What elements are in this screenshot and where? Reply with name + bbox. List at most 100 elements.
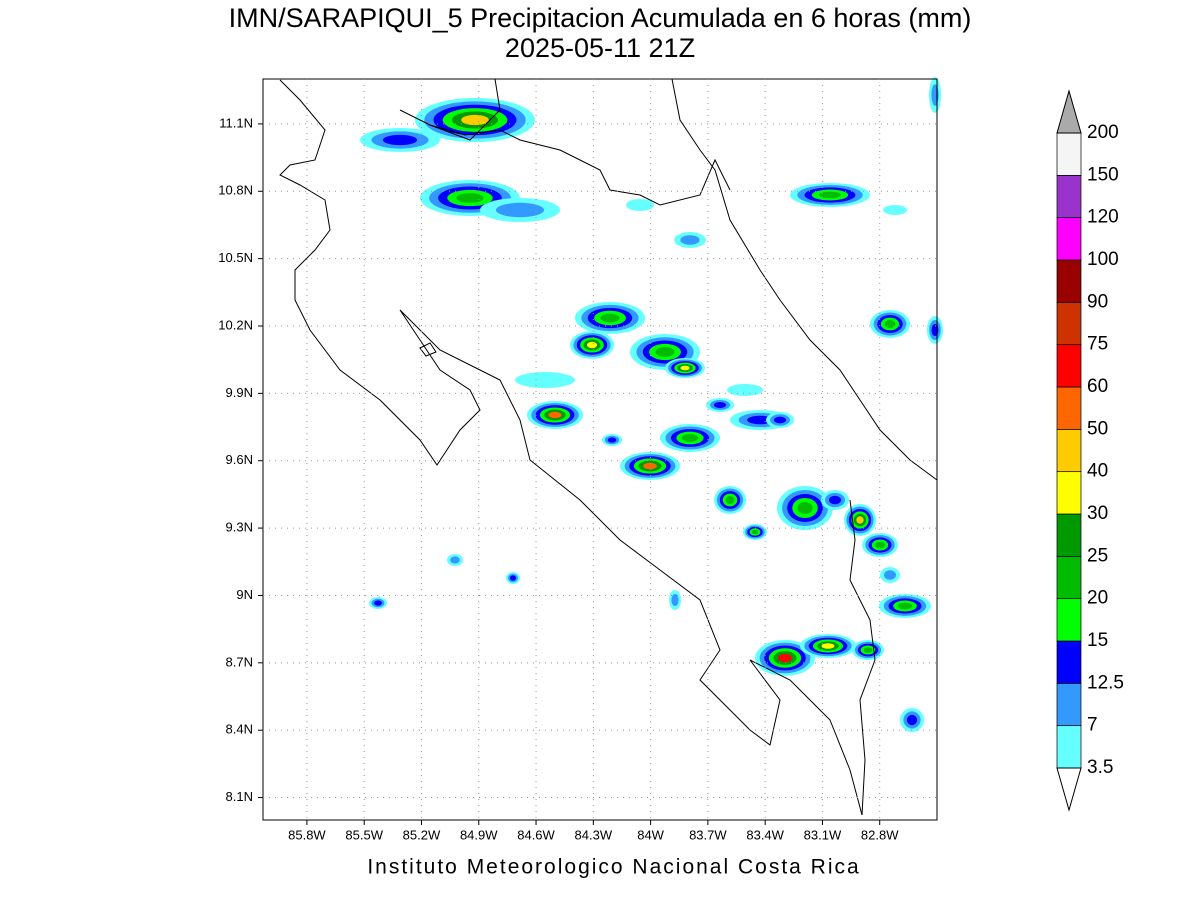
- x-tick-label: 84.3W: [575, 827, 613, 842]
- y-tick-label: 8.1N: [226, 789, 253, 804]
- rain-cell: [515, 372, 575, 388]
- rain-cell: [884, 570, 896, 580]
- colorbar-label: 100: [1087, 249, 1119, 270]
- colorbar-label: 40: [1087, 461, 1108, 482]
- x-tick-label: 84.9W: [460, 827, 498, 842]
- lake-nicaragua: [399, 78, 501, 141]
- x-tick-label: 82.8W: [861, 827, 899, 842]
- rain-cell: [374, 600, 382, 606]
- rain-cell: [681, 434, 699, 442]
- pacific-coast: [279, 79, 863, 816]
- colorbar-label: 20: [1087, 588, 1108, 609]
- map-frame: [262, 78, 938, 821]
- colorbar-band: [1056, 386, 1082, 430]
- coastlines: [279, 78, 938, 816]
- colorbar-label: 12.5: [1087, 672, 1124, 693]
- y-tick-label: 8.4N: [226, 722, 253, 737]
- colorbar-band: [1056, 132, 1082, 176]
- x-tick-label: 83.4W: [746, 827, 784, 842]
- rain-cell: [819, 191, 841, 199]
- x-tick-label: 85.8W: [288, 827, 326, 842]
- y-tick-label: 9.6N: [226, 452, 253, 467]
- y-tick-label: 8.7N: [226, 654, 253, 669]
- rain-cell: [931, 84, 939, 106]
- rain-cell: [680, 235, 700, 245]
- nicaragua-border: [429, 124, 731, 206]
- colorbar-label: 7: [1087, 715, 1098, 736]
- colorbar-band: [1056, 301, 1082, 346]
- colorbar-label: 90: [1087, 291, 1108, 312]
- rain-cell: [884, 320, 896, 328]
- panama-border: [849, 499, 876, 816]
- rain-cell: [883, 205, 907, 215]
- colorbar-under: [1056, 767, 1082, 812]
- colorbar-band: [1056, 344, 1082, 388]
- rain-cell: [856, 516, 864, 524]
- precipitation-field: [360, 77, 943, 732]
- y-tick-label: 9N: [236, 587, 253, 602]
- rain-cell: [680, 365, 690, 371]
- colorbar-label: 200: [1087, 122, 1119, 143]
- colorbar-label: 60: [1087, 376, 1108, 397]
- y-tick-label: 9.9N: [226, 385, 253, 400]
- colorbar-label: 25: [1087, 545, 1108, 566]
- y-tick-label: 10.5N: [218, 250, 253, 265]
- rain-cell: [548, 411, 562, 419]
- rain-cell: [714, 402, 726, 408]
- rain-cell: [510, 575, 516, 581]
- rain-cell: [496, 202, 544, 218]
- rain-cell: [600, 313, 620, 323]
- colorbar-band: [1056, 259, 1082, 303]
- rain-cell: [863, 647, 873, 653]
- y-tick-label: 10.8N: [218, 183, 253, 198]
- x-tick-label: 83.1W: [804, 827, 842, 842]
- x-tick-label: 84.6W: [517, 827, 555, 842]
- rain-cell: [897, 602, 913, 610]
- y-tick-label: 9.3N: [226, 520, 253, 535]
- rain-cell: [607, 437, 617, 443]
- colorbar-label: 15: [1087, 630, 1108, 651]
- rain-cell: [797, 502, 813, 514]
- colorbar-over: [1056, 89, 1082, 134]
- rain-cell: [778, 653, 792, 663]
- colorbar-band: [1056, 471, 1082, 515]
- subtitle: 2025-05-11 21Z: [505, 33, 695, 63]
- rain-cell: [829, 495, 841, 505]
- rain-cell: [906, 714, 918, 726]
- rain-cell: [655, 347, 675, 357]
- colorbar-band: [1056, 428, 1082, 473]
- island: [419, 342, 437, 357]
- footer: Instituto Meteorologico Nacional Costa R…: [367, 856, 860, 879]
- caribbean-coast: [671, 78, 938, 481]
- rain-cell: [643, 462, 657, 470]
- rain-cell: [821, 643, 835, 649]
- x-tick-label: 85.5W: [345, 827, 383, 842]
- colorbar-label: 75: [1087, 334, 1108, 355]
- rain-cell: [586, 341, 598, 349]
- rain-cell: [751, 529, 759, 535]
- x-tick-label: 83.7W: [689, 827, 727, 842]
- rain-cell: [727, 384, 763, 396]
- rain-cell: [450, 556, 460, 564]
- colorbar-label: 50: [1087, 418, 1108, 439]
- y-tick-label: 10.2N: [218, 317, 253, 332]
- x-tick-label: 85.2W: [403, 827, 441, 842]
- colorbar-band: [1056, 174, 1082, 219]
- colorbar-band: [1056, 725, 1082, 769]
- colorbar-band: [1056, 682, 1082, 727]
- colorbar-band: [1056, 555, 1082, 600]
- rain-cell: [461, 114, 489, 126]
- colorbar-band: [1056, 513, 1082, 557]
- rain-cell: [725, 496, 735, 504]
- rain-cell: [382, 134, 418, 146]
- colorbar-band: [1056, 217, 1082, 261]
- colorbar-band: [1056, 640, 1082, 684]
- rain-cell: [875, 541, 885, 549]
- title: IMN/SARAPIQUI_5 Precipitacion Acumulada …: [229, 3, 972, 33]
- colorbar-label: 120: [1087, 207, 1119, 228]
- colorbar-band: [1056, 598, 1082, 642]
- rain-cell: [671, 594, 679, 606]
- rain-cell: [774, 416, 786, 424]
